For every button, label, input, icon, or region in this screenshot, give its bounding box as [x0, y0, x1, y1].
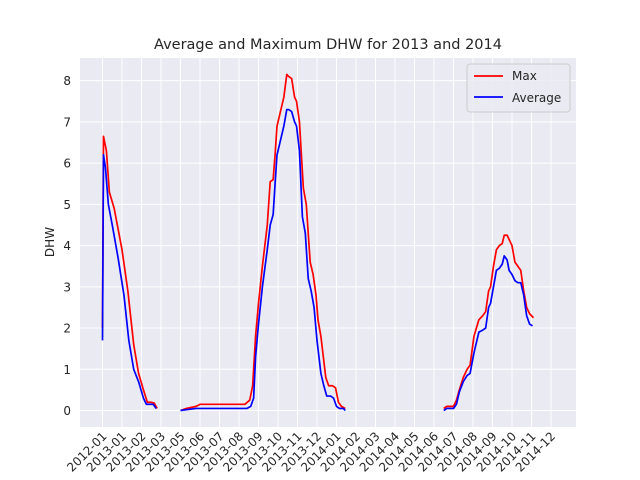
x-axis: 2012-012013-012013-022013-032013-052013-… — [64, 429, 558, 474]
y-tick-label: 7 — [63, 115, 71, 129]
series-line-average — [101, 154, 157, 409]
y-axis: 0 1 2 3 4 5 6 7 8 — [63, 74, 71, 418]
y-tick-label: 5 — [63, 198, 71, 212]
y-tick-label: 6 — [63, 157, 71, 171]
legend-label-average: Average — [512, 91, 561, 105]
y-axis-label: DHW — [43, 227, 57, 257]
series-line-average — [443, 255, 533, 412]
y-tick-label: 4 — [63, 239, 71, 253]
series-layer — [101, 73, 535, 412]
y-tick-label: 1 — [63, 363, 71, 377]
legend: Max Average — [466, 63, 571, 113]
series-line-max — [443, 234, 535, 410]
legend-label-max: Max — [512, 69, 537, 83]
y-tick-label: 8 — [63, 74, 71, 88]
plot-area — [80, 58, 576, 427]
chart-title: Average and Maximum DHW for 2013 and 201… — [154, 37, 502, 53]
series-line-average — [180, 108, 346, 412]
y-tick-label: 3 — [63, 280, 71, 294]
grid — [80, 58, 576, 427]
series-line-max — [101, 135, 158, 409]
y-tick-label: 2 — [63, 322, 71, 336]
y-tick-label: 0 — [63, 404, 71, 418]
series-line-max — [180, 73, 346, 412]
